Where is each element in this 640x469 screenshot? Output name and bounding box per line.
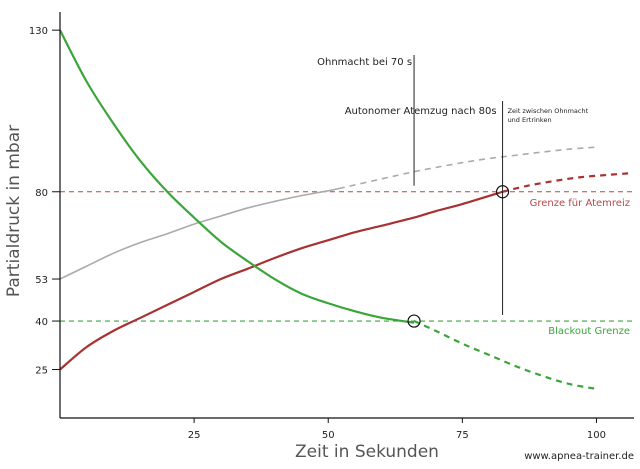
credit-url: www.apnea-trainer.de <box>524 451 634 462</box>
y-tick-label-40: 40 <box>35 317 48 328</box>
ref-label-atemreiz: Grenze für Atemreiz <box>530 198 630 209</box>
annotation-ohnmacht: Autonomer Atemzug nach 80s <box>345 106 497 117</box>
red-curve-dashed <box>502 172 629 193</box>
green-curve <box>59 29 415 324</box>
marker-circle-1 <box>495 185 510 199</box>
interval-note-line2: und Ertrinken <box>508 116 552 124</box>
annotation-autonomer-atemzug: Ohnmacht bei 70 s <box>317 57 412 68</box>
y-tick-label-53: 53 <box>35 275 48 286</box>
y-tick-label-130: 130 <box>29 26 48 37</box>
x-tick-label-75: 75 <box>456 430 469 441</box>
red-curve <box>59 190 503 371</box>
gray-curve-dashed <box>338 146 597 190</box>
gray-curve <box>59 187 340 280</box>
y-tick-label-25: 25 <box>35 366 48 377</box>
interval-note-line1: Zeit zwischen Ohnmacht <box>508 107 589 115</box>
green-curve-dashed <box>413 320 597 390</box>
marker-circle-0 <box>407 314 421 328</box>
y-tick-label-80: 80 <box>35 188 48 199</box>
x-tick-label-100: 100 <box>587 430 606 441</box>
x-axis-title: Zeit in Sekunden <box>295 442 439 462</box>
x-tick-label-25: 25 <box>188 430 201 441</box>
y-axis-title: Partialdruck in mbar <box>4 125 24 297</box>
ref-label-blackout: Blackout Grenze <box>548 326 630 337</box>
x-tick-label-50: 50 <box>322 430 335 441</box>
